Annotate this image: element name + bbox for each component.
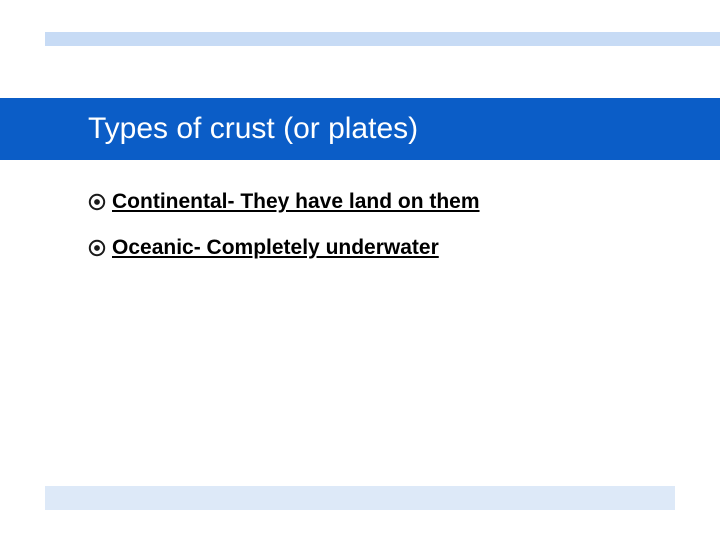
- bottom-accent-stripe: [45, 486, 675, 510]
- bullet-text: Continental- They have land on them: [112, 190, 480, 214]
- top-accent-stripe: [45, 32, 720, 46]
- bullet-item: Continental- They have land on them: [88, 190, 660, 214]
- bullet-text: Oceanic- Completely underwater: [112, 236, 439, 260]
- target-bullet-icon: [88, 193, 106, 211]
- target-bullet-icon: [88, 239, 106, 257]
- bullet-item: Oceanic- Completely underwater: [88, 236, 660, 260]
- title-bar: Types of crust (or plates): [0, 98, 720, 160]
- content-area: Continental- They have land on them Ocea…: [88, 190, 660, 282]
- slide-title: Types of crust (or plates): [88, 112, 418, 146]
